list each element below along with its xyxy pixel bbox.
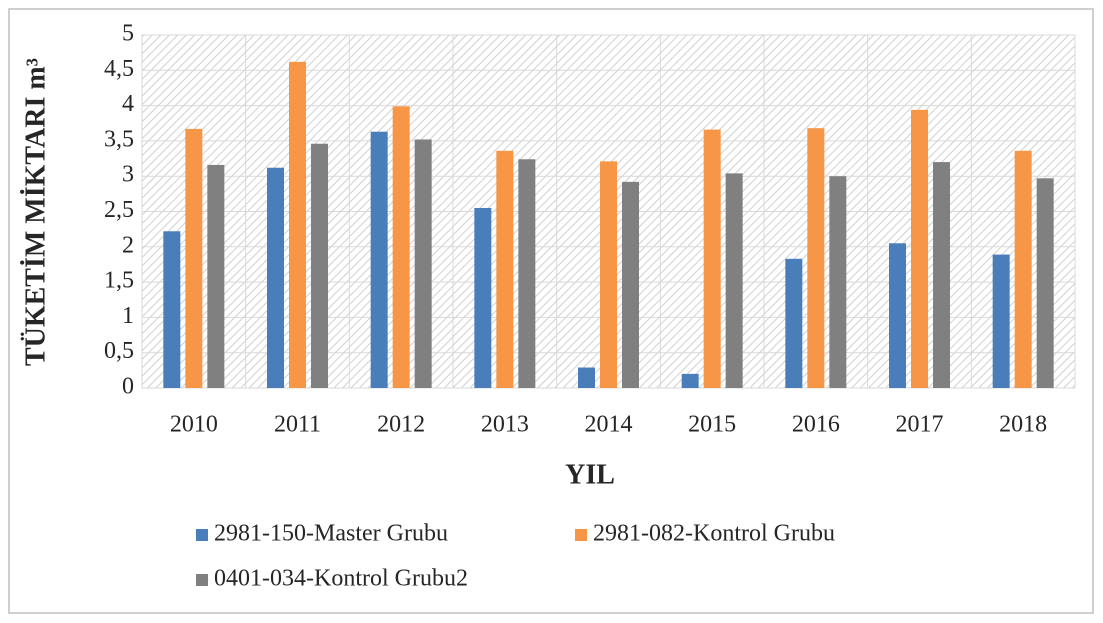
bar (681, 373, 699, 388)
bar (703, 129, 721, 388)
bar (1014, 150, 1032, 388)
x-tick-label: 2014 (585, 412, 633, 438)
legend-swatch (196, 529, 208, 541)
y-tick-label: 0 (122, 374, 134, 400)
y-tick-label: 2 (122, 232, 134, 258)
bar (370, 131, 388, 389)
bar (207, 164, 225, 388)
bar (496, 150, 514, 388)
x-axis-title: YIL (565, 459, 615, 490)
bar (911, 109, 928, 388)
y-tick-label: 1 (122, 303, 134, 329)
bar (1036, 178, 1054, 388)
bar (992, 254, 1010, 388)
bar (578, 367, 595, 388)
bar (311, 143, 328, 388)
y-tick-label: 3 (122, 162, 134, 188)
y-tick-label: 1,5 (104, 268, 134, 294)
bar (185, 128, 203, 388)
bar (785, 258, 803, 388)
y-tick-label: 3,5 (104, 126, 134, 152)
bar (518, 159, 536, 388)
bar (289, 61, 306, 388)
y-axis-title: TÜKETİM MİKTARI m³ (20, 58, 51, 366)
bar (600, 161, 617, 388)
x-tick-label: 2015 (688, 412, 736, 438)
bar (267, 167, 284, 388)
bar (392, 106, 410, 388)
bar (414, 139, 432, 388)
x-tick-label: 2010 (170, 412, 218, 438)
y-tick-label: 4,5 (104, 56, 134, 82)
bar (725, 173, 743, 388)
y-tick-label: 5 (122, 21, 134, 47)
x-tick-label: 2018 (999, 412, 1047, 438)
x-tick-label: 2012 (377, 412, 425, 438)
y-tick-label: 2,5 (104, 197, 134, 223)
bar (807, 128, 825, 388)
y-tick-label: 0,5 (104, 338, 134, 364)
bar (889, 243, 906, 388)
x-tick-label: 2017 (896, 412, 944, 438)
legend-label: 2981-150-Master Grubu (214, 521, 448, 547)
bar (622, 181, 639, 388)
y-tick-label: 4 (122, 91, 134, 117)
bar (474, 207, 492, 388)
legend-label: 2981-082-Kontrol Grubu (593, 521, 835, 547)
x-tick-label: 2016 (792, 412, 840, 438)
x-tick-label: 2011 (274, 412, 321, 438)
x-tick-label: 2013 (481, 412, 529, 438)
legend-label: 0401-034-Kontrol Grubu2 (214, 566, 468, 592)
bar (163, 231, 181, 388)
legend-swatch (196, 574, 208, 586)
bar (829, 176, 847, 388)
bar (933, 162, 950, 388)
legend-swatch (575, 529, 587, 541)
